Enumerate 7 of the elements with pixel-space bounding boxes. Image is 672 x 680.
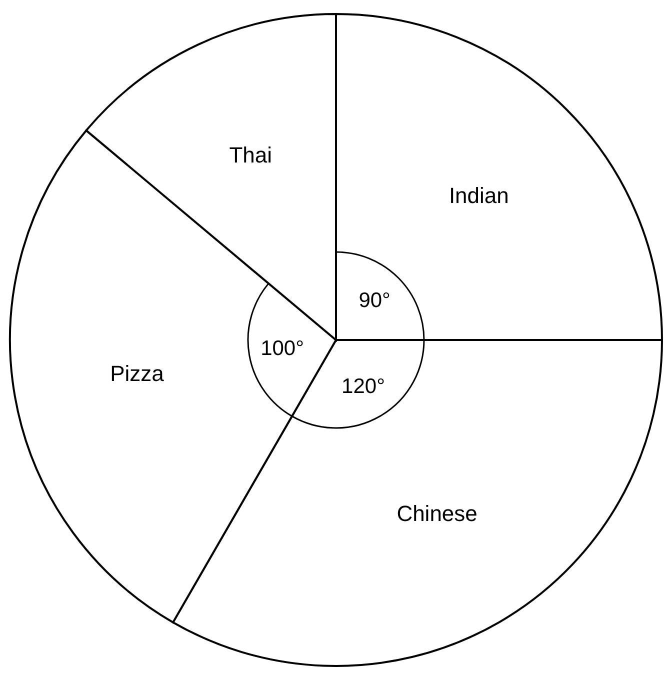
data-label: 100°	[260, 337, 304, 360]
data-label: 120°	[342, 374, 385, 398]
data-label: 90°	[358, 288, 390, 312]
slice-label: Indian	[448, 182, 509, 208]
slice-label: Chinese	[396, 500, 478, 526]
slice-label: Thai	[229, 142, 272, 168]
slice-label: Pizza	[110, 360, 165, 386]
